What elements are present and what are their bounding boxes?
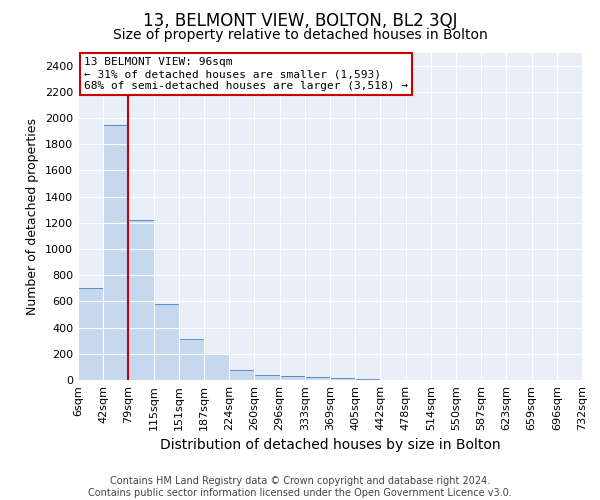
Bar xyxy=(254,375,280,380)
Bar xyxy=(78,288,103,380)
Text: 13 BELMONT VIEW: 96sqm
← 31% of detached houses are smaller (1,593)
68% of semi-: 13 BELMONT VIEW: 96sqm ← 31% of detached… xyxy=(84,58,408,90)
Bar xyxy=(154,304,179,380)
Bar xyxy=(229,370,254,380)
Bar xyxy=(103,124,128,380)
Bar xyxy=(305,376,330,380)
Text: Size of property relative to detached houses in Bolton: Size of property relative to detached ho… xyxy=(113,28,487,42)
Bar xyxy=(128,220,154,380)
Bar xyxy=(330,378,355,380)
Y-axis label: Number of detached properties: Number of detached properties xyxy=(26,118,40,315)
Text: Contains HM Land Registry data © Crown copyright and database right 2024.
Contai: Contains HM Land Registry data © Crown c… xyxy=(88,476,512,498)
Text: 13, BELMONT VIEW, BOLTON, BL2 3QJ: 13, BELMONT VIEW, BOLTON, BL2 3QJ xyxy=(143,12,457,30)
Bar xyxy=(179,340,204,380)
Bar xyxy=(204,354,229,380)
X-axis label: Distribution of detached houses by size in Bolton: Distribution of detached houses by size … xyxy=(160,438,500,452)
Bar xyxy=(280,376,305,380)
